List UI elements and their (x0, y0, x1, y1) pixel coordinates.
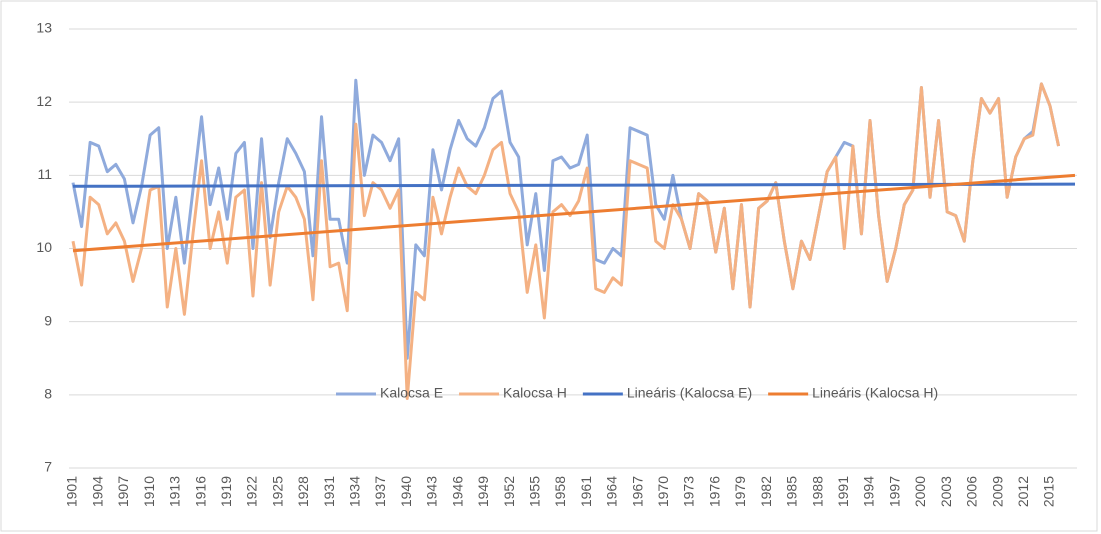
x-tick-label: 1997 (886, 476, 902, 507)
x-tick-label: 1928 (295, 476, 311, 507)
x-tick-label: 1964 (604, 476, 620, 507)
y-tick-label: 10 (36, 239, 52, 255)
x-tick-label: 1910 (141, 476, 157, 507)
x-tick-label: 1994 (861, 476, 877, 507)
x-tick-label: 2009 (989, 476, 1005, 507)
x-tick-label: 1961 (578, 476, 594, 507)
x-tick-label: 1979 (732, 476, 748, 507)
x-tick-label: 1937 (372, 476, 388, 507)
legend: Kalocsa E Kalocsa H Lineáris (Kalocsa E) Li… (336, 385, 938, 401)
x-tick-label: 1982 (758, 476, 774, 507)
x-tick-label: 2006 (964, 476, 980, 507)
x-tick-label: 1934 (347, 476, 363, 507)
x-tick-label: 1955 (526, 476, 542, 507)
x-tick-label: 1970 (655, 476, 671, 507)
x-tick-label: 1913 (167, 476, 183, 507)
x-tick-label: 2012 (1015, 476, 1031, 507)
x-tick-label: 1940 (398, 476, 414, 507)
x-tick-label: 1919 (218, 476, 234, 507)
x-tick-label: 1943 (424, 476, 440, 507)
x-tick-label: 1958 (552, 476, 568, 507)
x-tick-label: 1925 (269, 476, 285, 507)
x-tick-label: 1952 (501, 476, 517, 507)
x-tick-label: 1907 (115, 476, 131, 507)
trend-line (72, 173, 1076, 253)
x-tick-label: 1904 (89, 476, 105, 507)
x-tick-label: 1976 (706, 476, 722, 507)
y-tick-label: 9 (44, 312, 52, 328)
y-tick-label: 13 (36, 20, 52, 36)
legend-label: Lineáris (Kalocsa E) (627, 385, 752, 401)
trend-line (72, 182, 1076, 188)
legend-label: Kalocsa H (503, 385, 567, 401)
x-tick-label: 1985 (784, 476, 800, 507)
legend-label: Kalocsa E (380, 385, 443, 401)
x-tick-label: 1967 (629, 476, 645, 507)
x-tick-label: 1991 (835, 476, 851, 507)
x-tick-label: 2015 (1041, 476, 1057, 507)
x-tick-label: 1901 (64, 476, 80, 507)
y-tick-label: 12 (36, 93, 52, 109)
y-tick-label: 7 (44, 459, 52, 475)
x-tick-label: 1949 (475, 476, 491, 507)
y-tick-label: 8 (44, 386, 52, 402)
x-tick-label: 2000 (912, 476, 928, 507)
data-line (71, 82, 1061, 400)
x-tick-label: 1922 (244, 476, 260, 507)
legend-label: Lineáris (Kalocsa H) (812, 385, 938, 401)
x-tick-label: 1916 (192, 476, 208, 507)
x-tick-label: 2003 (938, 476, 954, 507)
y-tick-label: 11 (37, 166, 52, 182)
x-tick-label: 1931 (321, 476, 337, 507)
x-tick-label: 1988 (809, 476, 825, 507)
x-tick-label: 1973 (681, 476, 697, 507)
x-tick-label: 1946 (449, 476, 465, 507)
